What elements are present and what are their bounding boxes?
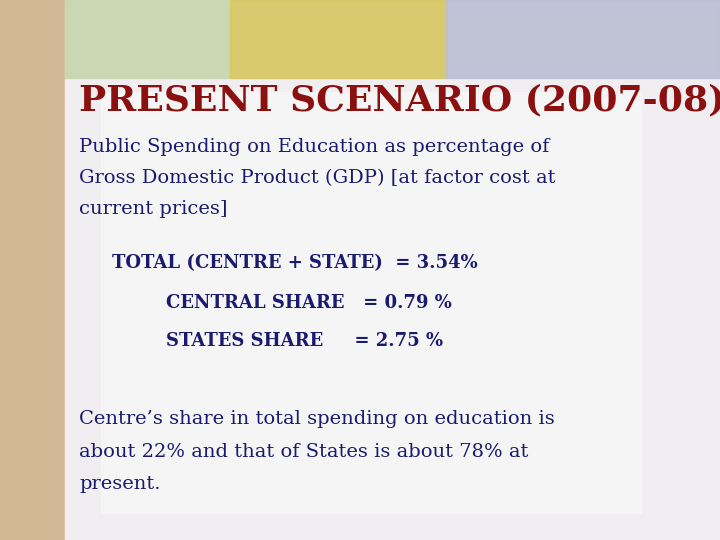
Text: TOTAL (CENTRE + STATE)  = 3.54%: TOTAL (CENTRE + STATE) = 3.54% — [112, 254, 477, 272]
Bar — [65, 0, 230, 78]
Text: PRESENT SCENARIO (2007-08): PRESENT SCENARIO (2007-08) — [79, 84, 720, 118]
Bar — [230, 0, 446, 78]
Text: CENTRAL SHARE   = 0.79 %: CENTRAL SHARE = 0.79 % — [166, 294, 451, 312]
Text: Public Spending on Education as percentage of: Public Spending on Education as percenta… — [79, 138, 549, 156]
Text: present.: present. — [79, 475, 161, 493]
Text: about 22% and that of States is about 78% at: about 22% and that of States is about 78… — [79, 443, 528, 461]
Bar — [0, 0, 65, 540]
Bar — [65, 0, 720, 78]
Bar — [446, 0, 720, 78]
Text: STATES SHARE     = 2.75 %: STATES SHARE = 2.75 % — [166, 332, 443, 350]
Text: Gross Domestic Product (GDP) [at factor cost at: Gross Domestic Product (GDP) [at factor … — [79, 169, 556, 187]
Text: Centre’s share in total spending on education is: Centre’s share in total spending on educ… — [79, 410, 555, 428]
Bar — [101, 92, 641, 513]
Bar — [65, 78, 720, 540]
Text: current prices]: current prices] — [79, 200, 228, 218]
